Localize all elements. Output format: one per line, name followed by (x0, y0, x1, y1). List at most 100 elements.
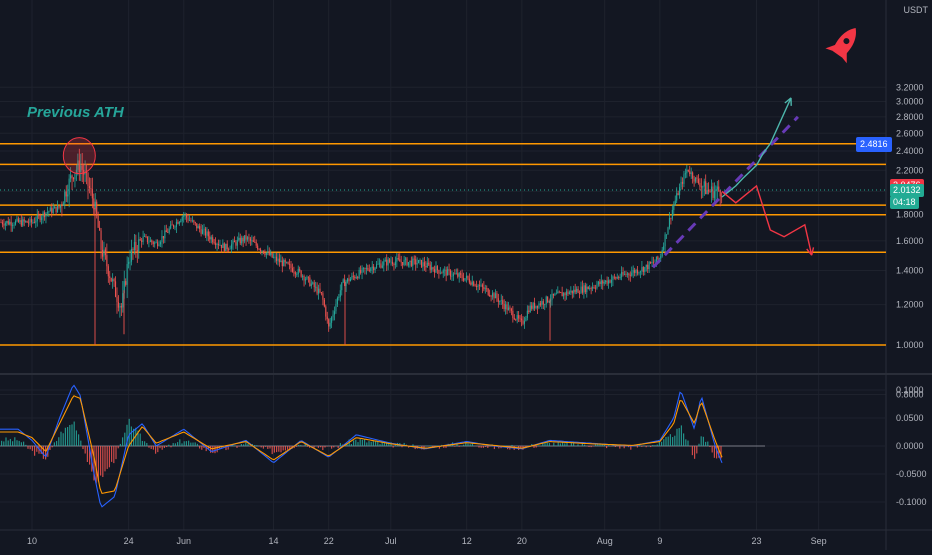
candle (257, 243, 258, 250)
candle-body (710, 191, 711, 192)
candle-body (354, 277, 355, 279)
candle-body (189, 220, 190, 221)
candle-body (215, 243, 216, 245)
candle-body (292, 268, 293, 272)
candle-body (360, 270, 361, 273)
histogram-bar (159, 446, 160, 448)
candle (134, 234, 135, 255)
candle (208, 229, 209, 241)
histogram-bar (63, 433, 64, 446)
histogram-bar (190, 443, 191, 446)
candle (360, 266, 361, 275)
candle-body (386, 260, 387, 266)
candle (379, 258, 380, 267)
histogram-bar (676, 429, 677, 446)
candle (215, 237, 216, 249)
candle (0, 219, 1, 223)
candle-body (161, 236, 162, 242)
candle (708, 182, 709, 194)
candle-body (338, 297, 339, 298)
candle-body (138, 239, 139, 251)
candle-body (483, 287, 484, 289)
candle-body (122, 293, 123, 307)
histogram-bar (357, 442, 358, 446)
candle (499, 300, 500, 304)
histogram-bar (186, 441, 187, 446)
candle-body (594, 287, 595, 288)
candle-body (244, 235, 245, 241)
candle-body (391, 262, 392, 263)
histogram-bar (591, 446, 592, 447)
candle (415, 256, 416, 271)
candle (710, 189, 711, 193)
candle-body (437, 266, 438, 270)
histogram-bar (445, 446, 446, 448)
candle-body (646, 265, 647, 267)
candle (66, 185, 67, 202)
candle-body (202, 230, 203, 234)
candle (653, 257, 654, 265)
price-tick-label: 2.8000 (896, 112, 924, 122)
candle (346, 280, 347, 292)
candle (105, 247, 106, 259)
candle-body (396, 258, 397, 261)
candle (212, 235, 213, 245)
candle (598, 281, 599, 287)
candle (569, 291, 570, 295)
candle (67, 185, 68, 203)
candle (509, 305, 510, 312)
candle (44, 210, 45, 221)
histogram-bar (276, 446, 277, 452)
histogram-bar (307, 446, 308, 447)
candle (6, 221, 7, 227)
candle-body (208, 231, 209, 236)
candle-body (612, 277, 613, 280)
candle (369, 264, 370, 272)
candle-body (305, 279, 306, 280)
candle-body (153, 242, 154, 244)
candle (50, 206, 51, 212)
candle (199, 223, 200, 232)
candle-body (340, 290, 341, 297)
candle (467, 275, 468, 280)
candle-body (422, 262, 423, 267)
candle-body (257, 246, 258, 250)
candle (440, 267, 441, 274)
candle-body (608, 280, 609, 283)
histogram-bar (201, 446, 202, 450)
candle-body (38, 215, 39, 216)
histogram-bar (685, 439, 686, 446)
candle (435, 261, 436, 273)
candle (623, 267, 624, 276)
candle (228, 247, 229, 252)
candle (51, 203, 52, 217)
candle-body (54, 207, 55, 209)
time-tick-label: 14 (268, 536, 278, 546)
candle-body (48, 211, 49, 212)
candle-body (366, 268, 367, 269)
candle (16, 216, 17, 223)
candle-body (489, 295, 490, 296)
histogram-bar (115, 446, 116, 459)
candle (22, 216, 23, 227)
candle (418, 260, 419, 263)
candle (614, 274, 615, 280)
candle-body (633, 270, 634, 272)
candle-body (563, 293, 564, 296)
candle-body (640, 271, 641, 272)
histogram-bar (705, 442, 706, 446)
candle-body (470, 283, 471, 285)
candle-body (89, 186, 90, 188)
candle-body (566, 291, 567, 295)
candle-body (132, 249, 133, 250)
candle (476, 281, 477, 290)
candle-body (511, 309, 512, 311)
candle-body (450, 271, 451, 277)
candle (253, 237, 254, 242)
candle-body (708, 190, 709, 192)
candle (464, 278, 465, 281)
candle-body (537, 306, 538, 308)
candle-body (376, 264, 377, 268)
histogram-bar (461, 445, 462, 446)
